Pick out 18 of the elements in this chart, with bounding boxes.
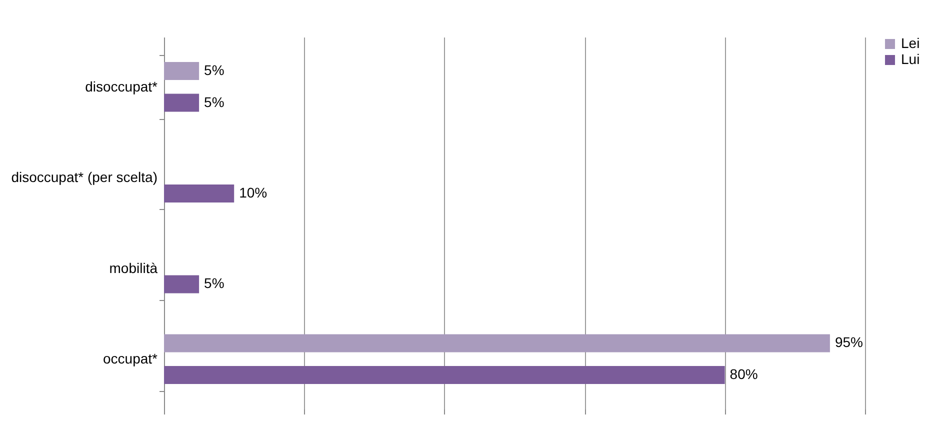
bar — [164, 184, 234, 203]
data-label: 10% — [239, 184, 268, 201]
y-tick-label: mobilità — [109, 260, 158, 276]
bar — [164, 94, 200, 112]
legend-label: Lei — [901, 35, 920, 51]
data-label: 5% — [204, 62, 224, 78]
bar — [164, 334, 830, 352]
bar — [164, 62, 200, 80]
y-tick-label: disoccupat* (per scelta) — [11, 169, 158, 186]
bar — [164, 275, 200, 294]
bar — [164, 366, 725, 384]
data-label: 5% — [204, 275, 224, 292]
data-label: 80% — [730, 366, 758, 382]
data-label: 95% — [834, 334, 863, 350]
y-tick-label: occupat* — [103, 350, 158, 367]
data-label: 5% — [204, 94, 224, 110]
legend-label: Lui — [901, 51, 920, 67]
y-tick-label: disoccupat* — [85, 78, 158, 94]
